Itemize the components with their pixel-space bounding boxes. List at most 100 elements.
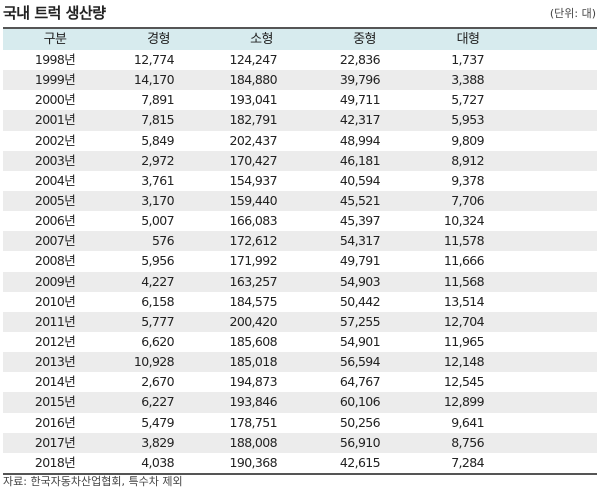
cell-light: 7,815 <box>141 112 174 128</box>
cell-medium: 45,521 <box>339 192 381 208</box>
cell-year: 2003년 <box>34 152 76 168</box>
cell-large: 12,545 <box>443 374 485 390</box>
cell-light: 14,170 <box>133 72 175 88</box>
table-row: 2006년 5,007 166,083 45,397 10,324 <box>3 211 597 231</box>
cell-year: 2005년 <box>34 192 76 208</box>
cell-medium: 40,594 <box>339 172 381 188</box>
cell-light: 2,670 <box>141 374 174 390</box>
table-row: 2007년 576 172,612 54,317 11,578 <box>3 231 597 252</box>
cell-light: 7,891 <box>141 92 174 108</box>
cell-light: 3,829 <box>141 434 174 450</box>
cell-year: 2015년 <box>34 394 76 410</box>
cell-large: 10,324 <box>443 213 485 229</box>
table-row: 2017년 3,829 188,008 56,910 8,756 <box>3 432 597 453</box>
cell-year: 2014년 <box>34 374 76 390</box>
cell-light: 6,227 <box>141 394 174 410</box>
cell-light: 5,849 <box>141 132 174 148</box>
cell-light: 5,479 <box>141 414 174 430</box>
cell-medium: 50,442 <box>339 293 381 309</box>
cell-year: 1998년 <box>34 52 76 67</box>
cell-small: 185,608 <box>229 333 278 349</box>
table-row: 2001년 7,815 182,791 42,317 5,953 <box>3 110 597 131</box>
cell-year: 2013년 <box>34 354 76 370</box>
cell-light: 3,761 <box>141 172 174 188</box>
truck-production-table: 구분 경형 소형 중형 대형 1998년 12,774 124,247 22,836 1… <box>3 27 597 475</box>
cell-year: 2007년 <box>34 233 76 249</box>
cell-small: 202,437 <box>229 132 278 148</box>
cell-medium: 56,594 <box>339 354 381 370</box>
cell-medium: 48,994 <box>339 132 381 148</box>
cell-light: 5,007 <box>141 213 174 229</box>
table-row: 2014년 2,670 194,873 64,767 12,545 <box>3 372 597 392</box>
table-row: 2000년 7,891 193,041 49,711 5,727 <box>3 90 597 110</box>
table-row: 2012년 6,620 185,608 54,901 11,965 <box>3 332 597 352</box>
cell-year: 2006년 <box>34 213 76 229</box>
cell-medium: 46,181 <box>339 152 381 168</box>
cell-large: 12,899 <box>443 394 485 410</box>
cell-light: 6,620 <box>141 333 174 349</box>
cell-large: 9,809 <box>451 132 484 148</box>
cell-medium: 39,796 <box>339 72 381 88</box>
cell-light: 10,928 <box>133 354 175 370</box>
table-row: 2013년 10,928 185,018 56,594 12,148 <box>3 352 597 373</box>
table-row: 2004년 3,761 154,937 40,594 9,378 <box>3 171 597 191</box>
cell-light: 2,972 <box>141 152 174 168</box>
cell-light: 4,038 <box>141 454 174 470</box>
cell-small: 166,083 <box>229 213 278 229</box>
cell-large: 8,912 <box>451 152 484 168</box>
cell-small: 178,751 <box>229 414 278 430</box>
cell-large: 13,514 <box>443 293 485 309</box>
cell-year: 2000년 <box>34 92 76 108</box>
cell-large: 7,706 <box>451 192 484 208</box>
cell-medium: 60,106 <box>339 394 381 410</box>
table-row: 2018년 4,038 190,368 42,615 7,284 <box>3 453 597 473</box>
table-row: 2005년 3,170 159,440 45,521 7,706 <box>3 190 597 212</box>
cell-year: 2009년 <box>34 273 76 289</box>
cell-medium: 64,767 <box>339 374 381 390</box>
cell-large: 1,737 <box>451 52 484 67</box>
table-row: 2002년 5,849 202,437 48,994 9,809 <box>3 131 597 151</box>
cell-medium: 54,903 <box>339 273 381 289</box>
cell-large: 9,378 <box>451 172 484 188</box>
cell-large: 5,953 <box>451 112 484 128</box>
cell-large: 3,388 <box>451 72 484 88</box>
header-medium: 중형 <box>353 32 376 47</box>
cell-small: 124,247 <box>229 52 278 67</box>
cell-medium: 50,256 <box>339 414 381 430</box>
cell-medium: 42,615 <box>339 454 381 470</box>
cell-year: 1999년 <box>34 72 76 88</box>
cell-medium: 49,791 <box>339 253 381 269</box>
cell-year: 2002년 <box>34 132 76 148</box>
cell-small: 182,791 <box>229 112 278 128</box>
cell-small: 190,368 <box>229 454 278 470</box>
cell-large: 11,965 <box>443 333 485 349</box>
cell-large: 8,756 <box>451 434 484 450</box>
cell-small: 193,041 <box>229 92 278 108</box>
table-row: 2009년 4,227 163,257 54,903 11,568 <box>3 271 597 292</box>
cell-large: 7,284 <box>451 454 484 470</box>
cell-small: 194,873 <box>229 374 278 390</box>
header-category: 구분 <box>43 32 67 47</box>
cell-small: 193,846 <box>229 394 278 410</box>
table-row: 2003년 2,972 170,427 46,181 8,912 <box>3 150 597 171</box>
cell-medium: 56,910 <box>339 434 381 450</box>
table-row: 1999년 14,170 184,880 39,796 3,388 <box>3 70 597 91</box>
cell-small: 159,440 <box>229 192 278 208</box>
cell-small: 154,937 <box>229 172 278 188</box>
cell-year: 2017년 <box>34 434 76 450</box>
cell-light: 5,777 <box>141 313 174 329</box>
cell-small: 185,018 <box>229 354 278 370</box>
cell-large: 12,704 <box>443 313 485 329</box>
table-row: 2015년 6,227 193,846 60,106 12,899 <box>3 392 597 413</box>
source-note: 자료: 한국자동차산업협회, 특수차 제외 <box>3 475 183 488</box>
table-title: 국내 트럭 생산량 <box>3 4 106 22</box>
cell-medium: 54,317 <box>339 233 381 249</box>
table-header-row: 구분 경형 소형 중형 대형 <box>3 29 597 50</box>
table-row: 1998년 12,774 124,247 22,836 1,737 <box>3 50 597 70</box>
cell-light: 12,774 <box>133 52 175 67</box>
header-large: 대형 <box>456 32 480 47</box>
cell-small: 188,008 <box>229 434 278 450</box>
cell-small: 172,612 <box>229 233 278 249</box>
unit-label: (단위: 대) <box>549 7 596 20</box>
cell-large: 11,568 <box>443 273 485 289</box>
